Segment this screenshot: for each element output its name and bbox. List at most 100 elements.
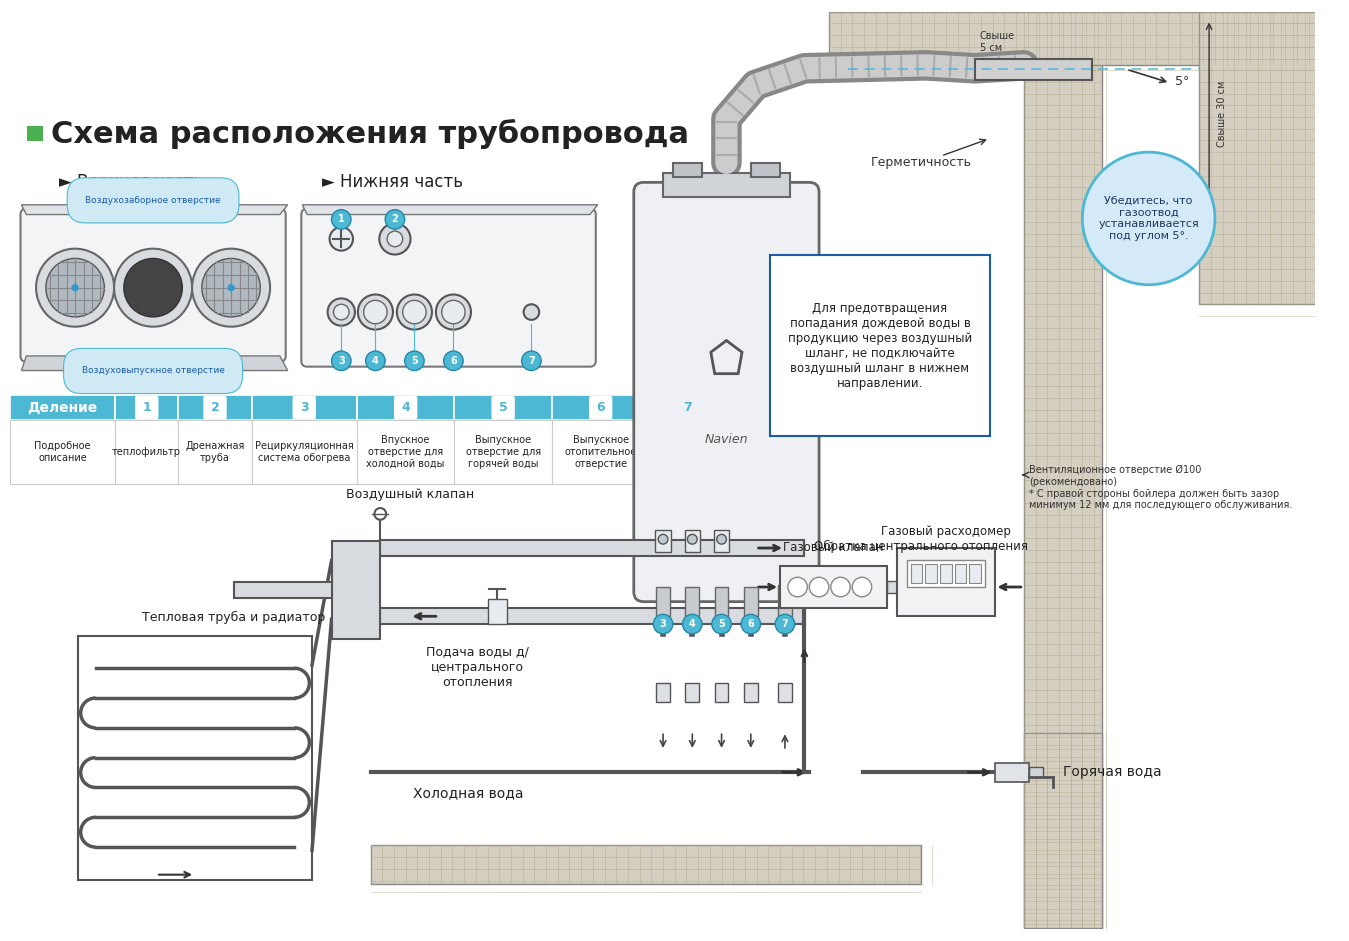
Circle shape — [228, 285, 233, 291]
Text: Воздухозаборное отверстие: Воздухозаборное отверстие — [85, 196, 221, 215]
Circle shape — [683, 614, 701, 634]
Bar — [178, 421, 251, 484]
Circle shape — [397, 295, 432, 329]
Polygon shape — [22, 205, 287, 215]
Bar — [925, 564, 938, 583]
Text: 5: 5 — [718, 619, 724, 630]
Circle shape — [329, 227, 353, 250]
Circle shape — [444, 351, 463, 371]
Bar — [751, 163, 780, 178]
Circle shape — [653, 614, 673, 634]
Text: 6: 6 — [451, 356, 457, 366]
Bar — [714, 531, 730, 552]
Text: Свыше
5 см: Свыше 5 см — [979, 31, 1014, 53]
Bar — [9, 395, 115, 421]
FancyBboxPatch shape — [204, 396, 227, 420]
FancyBboxPatch shape — [676, 396, 699, 420]
Bar — [745, 587, 758, 616]
Circle shape — [688, 534, 697, 544]
Text: Вентиляционное отверстие Ø100
(рекомендовано)
* С правой стороны бойлера должен : Вентиляционное отверстие Ø100 (рекомендо… — [1029, 465, 1292, 510]
Circle shape — [332, 351, 351, 371]
Circle shape — [387, 231, 403, 247]
Text: Navien: Navien — [704, 434, 749, 446]
Bar — [357, 395, 455, 421]
Circle shape — [192, 248, 270, 327]
Bar — [552, 395, 649, 421]
Text: 5: 5 — [499, 401, 507, 414]
Bar — [371, 845, 921, 885]
Bar — [897, 548, 994, 616]
Circle shape — [441, 300, 465, 324]
Bar — [487, 598, 507, 624]
Circle shape — [831, 577, 850, 597]
Text: Схема расположения трубопровода: Схема расположения трубопровода — [51, 119, 689, 149]
Circle shape — [809, 577, 828, 597]
Text: 6: 6 — [596, 401, 604, 414]
Text: Обратка центрального отопления: Обратка центрального отопления — [815, 539, 1028, 552]
Circle shape — [386, 210, 405, 230]
Text: Выпускное
отопительное
отверстие: Выпускное отопительное отверстие — [564, 436, 637, 469]
Bar — [357, 421, 455, 484]
Text: 7: 7 — [781, 619, 788, 630]
Circle shape — [788, 577, 807, 597]
Text: 5°: 5° — [1175, 75, 1190, 88]
Bar — [27, 126, 43, 141]
Bar — [380, 609, 804, 624]
Bar — [685, 682, 699, 702]
Bar — [969, 564, 981, 583]
Bar — [778, 682, 792, 702]
Bar — [780, 566, 888, 609]
Circle shape — [366, 351, 386, 371]
Polygon shape — [302, 205, 598, 215]
FancyBboxPatch shape — [20, 209, 286, 361]
Bar — [251, 421, 357, 484]
Circle shape — [115, 248, 192, 327]
Bar — [664, 172, 789, 197]
Text: 3: 3 — [299, 401, 309, 414]
Text: Дренажная
труба: Дренажная труба — [185, 441, 244, 463]
Text: Рециркуляционная
система обогрева: Рециркуляционная система обогрева — [255, 441, 353, 463]
Bar — [745, 682, 758, 702]
Circle shape — [523, 304, 540, 320]
Bar — [178, 395, 251, 421]
Text: 4: 4 — [689, 619, 696, 630]
Circle shape — [436, 295, 471, 329]
Bar — [1024, 11, 1102, 929]
Text: 3: 3 — [337, 356, 344, 366]
Bar — [975, 58, 1093, 80]
FancyBboxPatch shape — [301, 209, 596, 367]
FancyBboxPatch shape — [394, 396, 417, 420]
Text: 4: 4 — [372, 356, 379, 366]
FancyBboxPatch shape — [590, 396, 612, 420]
Text: 1: 1 — [337, 215, 344, 224]
Circle shape — [333, 304, 349, 320]
Text: Воздуховыпускное отверстие: Воздуховыпускное отверстие — [82, 359, 224, 375]
Bar — [233, 582, 332, 598]
Text: 3: 3 — [660, 619, 666, 630]
Text: Подвод
газа: Подвод газа — [668, 441, 707, 463]
Text: теплофильтр: теплофильтр — [112, 447, 181, 457]
Circle shape — [36, 248, 115, 327]
Circle shape — [405, 351, 424, 371]
FancyBboxPatch shape — [293, 396, 316, 420]
Bar — [332, 541, 380, 639]
Text: Газовый клапан: Газовый клапан — [784, 541, 884, 554]
Polygon shape — [22, 356, 287, 371]
Bar — [685, 587, 699, 616]
Text: Деление: Деление — [27, 401, 97, 415]
Bar — [684, 531, 700, 552]
Bar — [828, 11, 1317, 65]
Circle shape — [328, 298, 355, 326]
Circle shape — [46, 259, 104, 317]
Circle shape — [403, 300, 426, 324]
Bar — [770, 256, 990, 436]
Text: Газовый расходомер: Газовый расходомер — [881, 525, 1010, 538]
Bar — [656, 587, 670, 616]
Circle shape — [71, 285, 78, 291]
Text: 6: 6 — [747, 619, 754, 630]
Bar — [940, 564, 951, 583]
Text: Свыше 30 см: Свыше 30 см — [1217, 81, 1226, 148]
Circle shape — [364, 300, 387, 324]
Text: Подача воды д/
центрального
отопления: Подача воды д/ центрального отопления — [426, 646, 529, 689]
Circle shape — [124, 259, 182, 317]
